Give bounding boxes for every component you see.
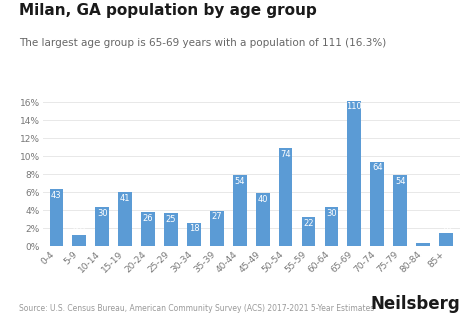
Text: 64: 64 <box>372 163 383 173</box>
Bar <box>256 193 270 246</box>
Text: 43: 43 <box>51 191 62 200</box>
Bar <box>279 149 292 246</box>
Bar <box>233 175 246 246</box>
Text: 30: 30 <box>326 209 337 217</box>
Bar <box>164 213 178 246</box>
Text: 41: 41 <box>120 194 130 203</box>
Text: 10: 10 <box>441 223 451 232</box>
Text: 22: 22 <box>303 219 314 228</box>
Text: Milan, GA population by age group: Milan, GA population by age group <box>19 3 317 18</box>
Bar <box>393 175 407 246</box>
Text: 54: 54 <box>235 177 245 186</box>
Text: The largest age group is 65-69 years with a population of 111 (16.3%): The largest age group is 65-69 years wit… <box>19 38 386 48</box>
Text: 30: 30 <box>97 209 108 217</box>
Text: 110: 110 <box>346 102 362 112</box>
Bar <box>118 192 132 246</box>
Bar <box>439 233 453 246</box>
Bar <box>187 222 201 246</box>
Text: 9.0: 9.0 <box>73 225 86 234</box>
Text: 25: 25 <box>166 215 176 224</box>
Bar <box>210 211 224 246</box>
Text: 74: 74 <box>280 150 291 159</box>
Bar <box>95 207 109 246</box>
Text: 18: 18 <box>189 224 199 234</box>
Bar <box>347 100 361 246</box>
Text: Source: U.S. Census Bureau, American Community Survey (ACS) 2017-2021 5-Year Est: Source: U.S. Census Bureau, American Com… <box>19 304 374 313</box>
Text: 54: 54 <box>395 177 405 186</box>
Bar <box>301 217 315 246</box>
Bar <box>73 234 86 246</box>
Text: 40: 40 <box>257 195 268 204</box>
Text: 3.0: 3.0 <box>417 233 430 242</box>
Bar <box>50 190 64 246</box>
Bar <box>325 207 338 246</box>
Text: Neilsberg: Neilsberg <box>370 295 460 313</box>
Bar <box>370 161 384 246</box>
Bar <box>141 212 155 246</box>
Bar <box>416 242 430 246</box>
Text: 27: 27 <box>211 212 222 222</box>
Text: 26: 26 <box>143 214 154 223</box>
